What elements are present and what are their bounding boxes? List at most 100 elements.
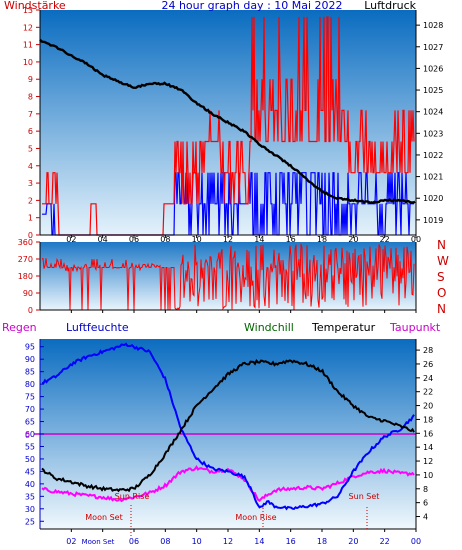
wind-tick-label-7: 7: [28, 110, 33, 119]
bottom-hour-label-10: 10: [192, 537, 202, 546]
temperature-tick-label-6: 6: [423, 499, 428, 508]
pressure-tick-label-1028: 1028: [423, 21, 443, 30]
top-hour-label-08: 08: [160, 235, 170, 244]
direction-tick-label-270: 270: [18, 255, 33, 264]
pressure-tick-label-1021: 1021: [423, 173, 443, 182]
humidity-tick-label-95: 95: [25, 343, 35, 352]
pressure-tick-label-1027: 1027: [423, 43, 443, 52]
pressure-tick-label-1022: 1022: [423, 151, 443, 160]
humidity-tick-label-85: 85: [25, 368, 35, 377]
temperature-tick-label-22: 22: [423, 388, 433, 397]
bottom-hour-label-00: 00: [411, 537, 421, 546]
temperature-line: [41, 358, 415, 493]
top-hour-label-10: 10: [192, 235, 202, 244]
wind-tick-label-5: 5: [28, 144, 33, 153]
compass-o: O: [437, 286, 446, 300]
pressure-tick-label-1020: 1020: [423, 194, 443, 203]
top-hour-label-18: 18: [317, 235, 327, 244]
wind-tick-label-4: 4: [28, 162, 33, 171]
sun-set-label: Sun Set: [349, 492, 380, 501]
luftfeuchte-label: Luftfeuchte: [66, 321, 129, 334]
wind-tick-label-10: 10: [23, 58, 33, 67]
humidity-tick-label-45: 45: [25, 467, 35, 476]
top-hour-label-06: 06: [129, 235, 139, 244]
pressure-tick-label-1026: 1026: [423, 64, 443, 73]
temperature-tick-label-24: 24: [423, 374, 433, 383]
taupunkt-label: Taupunkt: [389, 321, 441, 334]
pressure-tick-label-1023: 1023: [423, 129, 443, 138]
wind-tick-label-2: 2: [28, 196, 33, 205]
pressure-tick-label-1025: 1025: [423, 86, 443, 95]
wind-tick-label-9: 9: [28, 75, 33, 84]
temperature-tick-label-8: 8: [423, 485, 428, 494]
pressure-line: [39, 38, 416, 205]
bottom-hour-label-20: 20: [348, 537, 358, 546]
direction-tick-label-180: 180: [18, 272, 33, 281]
direction-tick-label-360: 360: [18, 238, 33, 247]
temperature-tick-label-12: 12: [423, 457, 433, 466]
bottom-hour-label-06: 06: [129, 537, 139, 546]
humidity-tick-label-50: 50: [25, 455, 35, 464]
temperature-tick-label-16: 16: [423, 429, 433, 438]
sun-rise-label: Sun Rise: [115, 492, 150, 501]
top-hour-label-22: 22: [380, 235, 390, 244]
temperature-tick-label-20: 20: [423, 402, 433, 411]
bottom-hour-label-14: 14: [254, 537, 264, 546]
temperature-tick-label-14: 14: [423, 443, 433, 452]
bottom-hour-label-22: 22: [380, 537, 390, 546]
temperature-tick-label-28: 28: [423, 346, 433, 355]
wind-direction-line: [41, 243, 415, 311]
pressure-tick-label-1019: 1019: [423, 216, 443, 225]
compass-s: S: [437, 270, 445, 284]
pressure-tick-label-1024: 1024: [423, 108, 443, 117]
bottom-hour-label-12: 12: [223, 537, 233, 546]
windchill-label: Windchill: [244, 321, 294, 334]
humidity-line: [41, 342, 415, 511]
wind-tick-label-0: 0: [28, 231, 33, 240]
regen-label: Regen: [2, 321, 37, 334]
top-hour-label-04: 04: [98, 235, 108, 244]
wind-tick-label-6: 6: [28, 127, 33, 136]
compass-n-top: N: [437, 238, 446, 252]
top-hour-label-00: 00: [411, 235, 421, 244]
bottom-hour-label-02: 02: [66, 537, 76, 546]
humidity-tick-label-55: 55: [25, 442, 35, 451]
top-hour-label-14: 14: [254, 235, 264, 244]
top-hour-label-16: 16: [286, 235, 296, 244]
moon-set-axis-label: Moon Set: [82, 538, 115, 546]
humidity-tick-label-75: 75: [25, 393, 35, 402]
regen-value: 0: [25, 431, 30, 440]
bottom-hour-label-16: 16: [286, 537, 296, 546]
moon-set-label: Moon Set: [85, 513, 122, 522]
temperatur-label: Temperatur: [311, 321, 376, 334]
wind-tick-label-11: 11: [23, 41, 33, 50]
humidity-tick-label-30: 30: [25, 505, 35, 514]
chart-title: 24 hour graph day : 10 Mai 2022: [161, 0, 342, 12]
top-hour-label-12: 12: [223, 235, 233, 244]
wind-tick-label-13: 13: [23, 6, 33, 15]
temperature-tick-label-10: 10: [423, 471, 433, 480]
humidity-tick-label-80: 80: [25, 380, 35, 389]
humidity-tick-label-90: 90: [25, 355, 35, 364]
temperature-tick-label-4: 4: [423, 513, 428, 522]
bottom-hour-label-18: 18: [317, 537, 327, 546]
top-hour-label-02: 02: [66, 235, 76, 244]
wind-tick-label-3: 3: [28, 179, 33, 188]
direction-tick-label-90: 90: [23, 289, 33, 298]
windstaerke-label: Windstärke: [4, 0, 66, 12]
wind-tick-label-1: 1: [28, 214, 33, 223]
temperature-tick-label-26: 26: [423, 360, 433, 369]
moon-rise-label: Moon Rise: [235, 513, 276, 522]
luftdruck-label: Luftdruck: [364, 0, 416, 12]
bottom-hour-label-08: 08: [160, 537, 170, 546]
compass-w: W: [437, 254, 449, 268]
humidity-tick-label-25: 25: [25, 517, 35, 526]
humidity-tick-label-60: 60: [25, 430, 35, 439]
humidity-tick-label-65: 65: [25, 418, 35, 427]
top-hour-label-20: 20: [348, 235, 358, 244]
humidity-tick-label-70: 70: [25, 405, 35, 414]
wind-tick-label-8: 8: [28, 93, 33, 102]
temperature-tick-label-18: 18: [423, 415, 433, 424]
